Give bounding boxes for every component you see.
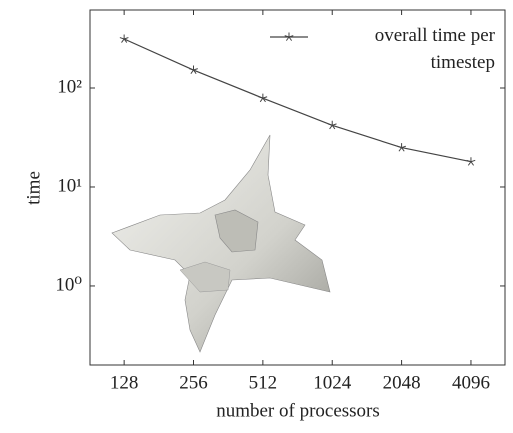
x-axis-label: number of processors	[216, 400, 380, 421]
x-tick-label: 2048	[383, 372, 421, 393]
y-tick-label: 10¹	[57, 175, 82, 196]
inset-image	[112, 135, 330, 352]
x-tick-label: 128	[110, 372, 139, 393]
x-tick-label: 512	[249, 372, 278, 393]
marker	[328, 121, 337, 129]
marker	[259, 94, 268, 102]
x-tick-label: 256	[179, 372, 208, 393]
marker	[189, 66, 198, 74]
y-tick-label: 10⁰	[55, 274, 82, 295]
y-axis-label: time	[23, 171, 44, 205]
x-tick-label: 4096	[452, 372, 490, 393]
chart: number of processors time 128 256 512 1024 2…	[0, 0, 513, 433]
legend-label-line: overall time per	[375, 25, 496, 46]
marker	[120, 34, 129, 42]
x-tick-label: 1024	[313, 372, 352, 393]
legend-label: overall time per timestep	[375, 25, 496, 73]
y-tick-label: 10²	[57, 76, 82, 97]
series-line	[124, 39, 471, 162]
legend-label-line: timestep	[431, 52, 495, 73]
